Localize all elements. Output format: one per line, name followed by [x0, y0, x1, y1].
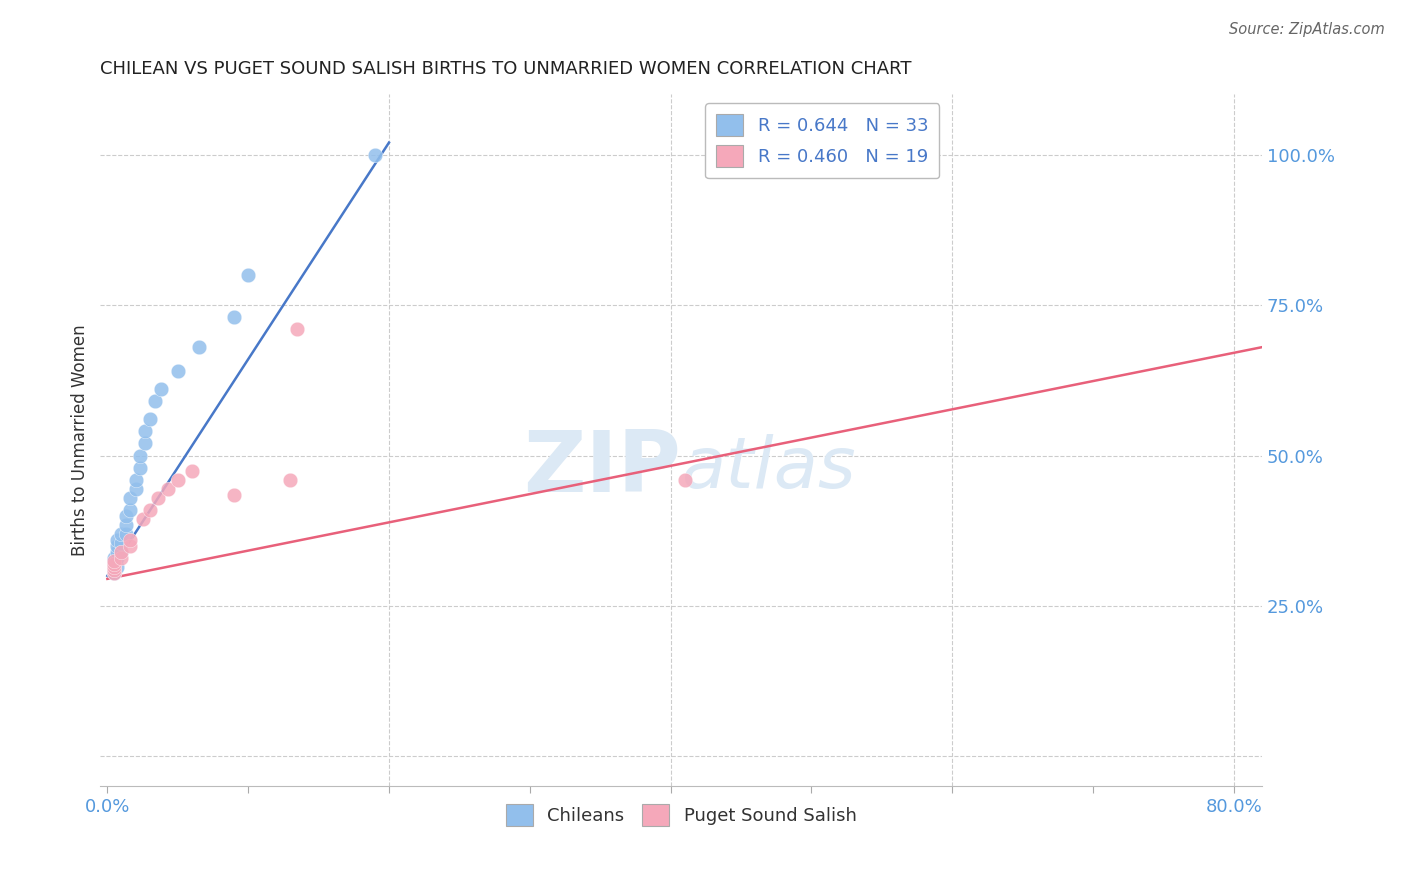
Point — [238, 268, 260, 282]
Point — [138, 502, 160, 516]
Point — [110, 545, 132, 559]
Point — [114, 517, 136, 532]
Point — [287, 322, 309, 336]
Point — [105, 550, 128, 565]
Point — [156, 482, 179, 496]
Point — [280, 473, 302, 487]
Point — [114, 508, 136, 523]
Point — [105, 545, 128, 559]
Point — [103, 557, 125, 571]
Legend: Chileans, Puget Sound Salish: Chileans, Puget Sound Salish — [498, 797, 863, 833]
Point — [134, 436, 156, 450]
Point — [103, 550, 125, 565]
Point — [166, 473, 188, 487]
Point — [103, 563, 125, 577]
Point — [105, 539, 128, 553]
Point — [143, 394, 166, 409]
Point — [224, 310, 246, 324]
Point — [128, 460, 150, 475]
Point — [187, 340, 209, 354]
Point — [105, 559, 128, 574]
Point — [103, 554, 125, 568]
Point — [673, 473, 696, 487]
Point — [103, 566, 125, 580]
Point — [110, 526, 132, 541]
Text: Source: ZipAtlas.com: Source: ZipAtlas.com — [1229, 22, 1385, 37]
Point — [103, 566, 125, 580]
Point — [146, 491, 169, 505]
Point — [118, 533, 141, 547]
Y-axis label: Births to Unmarried Women: Births to Unmarried Women — [72, 325, 89, 557]
Point — [131, 511, 153, 525]
Point — [224, 488, 246, 502]
Point — [103, 554, 125, 568]
Point — [124, 482, 146, 496]
Point — [166, 364, 188, 378]
Point — [114, 526, 136, 541]
Point — [138, 412, 160, 426]
Point — [103, 559, 125, 574]
Point — [118, 491, 141, 505]
Point — [103, 557, 125, 571]
Text: CHILEAN VS PUGET SOUND SALISH BIRTHS TO UNMARRIED WOMEN CORRELATION CHART: CHILEAN VS PUGET SOUND SALISH BIRTHS TO … — [100, 60, 912, 78]
Point — [134, 425, 156, 439]
Point — [110, 545, 132, 559]
Point — [364, 147, 387, 161]
Text: ZIP: ZIP — [523, 426, 681, 509]
Point — [180, 464, 202, 478]
Point — [110, 535, 132, 549]
Point — [110, 550, 132, 565]
Point — [124, 473, 146, 487]
Point — [103, 563, 125, 577]
Point — [149, 382, 172, 396]
Text: atlas: atlas — [681, 434, 856, 502]
Point — [118, 502, 141, 516]
Point — [103, 559, 125, 574]
Point — [105, 533, 128, 547]
Point — [118, 539, 141, 553]
Point — [128, 449, 150, 463]
